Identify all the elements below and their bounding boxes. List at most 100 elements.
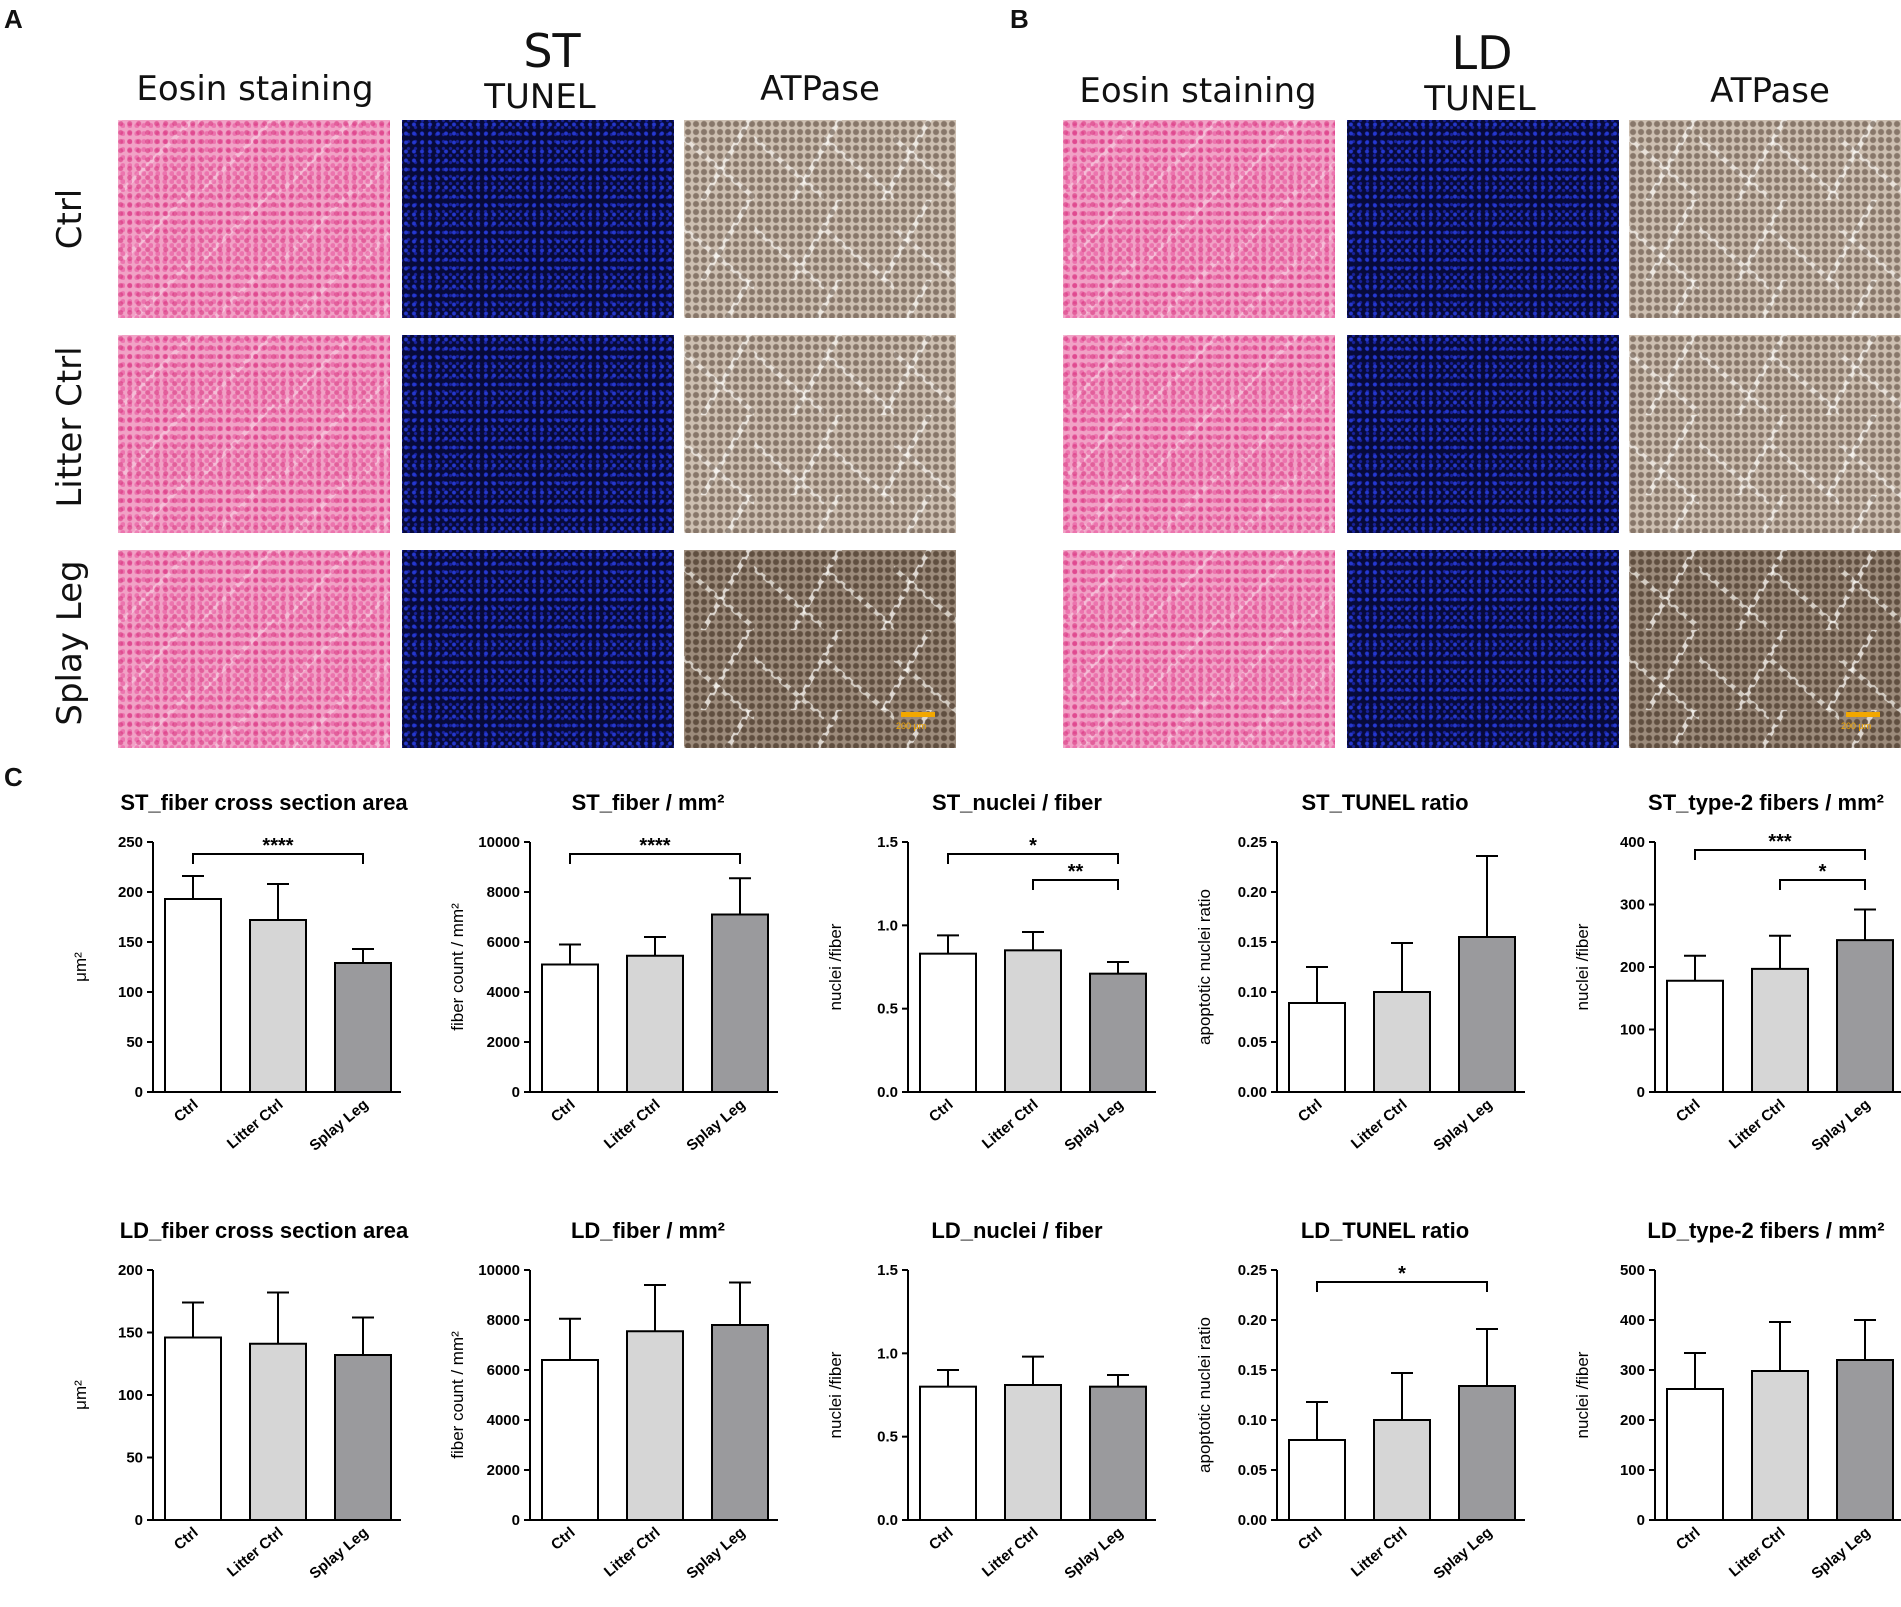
panel-label-b: B xyxy=(1010,4,1029,34)
bar-splay-leg xyxy=(334,962,392,1093)
significance-label: **** xyxy=(639,835,670,857)
y-tick-label: 250 xyxy=(118,834,143,851)
y-tick-label: 0.25 xyxy=(1238,1262,1267,1279)
panel-label-c: C xyxy=(4,762,23,792)
y-tick-label: 2000 xyxy=(487,1462,520,1479)
y-tick-label: 4000 xyxy=(487,1412,520,1429)
significance-bracket xyxy=(1694,849,1866,860)
x-tick-label: Splay Leg xyxy=(1430,1524,1495,1583)
x-tick-label: Ctrl xyxy=(926,1096,957,1126)
micrograph-ld-splay-leg-tunel xyxy=(1347,550,1619,748)
x-tick-label: Splay Leg xyxy=(683,1096,748,1155)
y-tick-label: 200 xyxy=(1620,1412,1645,1429)
significance-label: ** xyxy=(1068,861,1084,883)
y-tick-label: 0.25 xyxy=(1238,834,1267,851)
significance-label: *** xyxy=(1768,831,1792,853)
y-tick-label: 8000 xyxy=(487,884,520,901)
bar-ctrl xyxy=(1288,1439,1346,1521)
chart-title: ST_nuclei / fiber xyxy=(932,790,1102,815)
y-axis-label: nuclei /fiber xyxy=(1573,923,1592,1010)
y-tick-label: 0 xyxy=(512,1084,520,1101)
y-tick-label: 400 xyxy=(1620,834,1645,851)
y-tick-label: 0.20 xyxy=(1238,884,1267,901)
column-header-atpase-st: ATPase xyxy=(760,69,880,109)
x-tick-label: Litter Ctrl xyxy=(979,1096,1042,1152)
column-header-tunel-ld: TUNEL xyxy=(1424,79,1536,119)
chart-2: ST_fiber / mm² 0 2000 4000 6000 8000 10000 fibe… xyxy=(448,790,778,1155)
column-header-atpase-ld: ATPase xyxy=(1710,71,1830,111)
micrograph-ld-splay-leg-eosin xyxy=(1063,550,1335,748)
bar-splay-leg xyxy=(1836,1359,1894,1521)
micrograph-ld-litter-ctrl-atp xyxy=(1629,335,1901,533)
x-tick-label: Ctrl xyxy=(1673,1524,1704,1554)
y-tick-label: 0.15 xyxy=(1238,934,1267,951)
y-tick-label: 200 xyxy=(1620,959,1645,976)
y-tick-label: 150 xyxy=(118,934,143,951)
y-tick-label: 6000 xyxy=(487,934,520,951)
x-tick-label: Splay Leg xyxy=(683,1524,748,1583)
significance-label: * xyxy=(1819,861,1827,883)
significance-label: * xyxy=(1398,1263,1406,1285)
column-header-eosin-st: Eosin staining xyxy=(136,69,374,109)
x-tick-label: Splay Leg xyxy=(1061,1524,1126,1583)
x-tick-label: Litter Ctrl xyxy=(1726,1524,1789,1580)
x-tick-label: Ctrl xyxy=(1295,1096,1326,1126)
micrograph-ld-litter-ctrl-tunel xyxy=(1347,335,1619,533)
chart-title: ST_type-2 fibers / mm² xyxy=(1648,790,1884,815)
y-tick-label: 200 xyxy=(118,884,143,901)
micrograph-st-litter-ctrl-eosin xyxy=(118,335,390,533)
bar-ctrl xyxy=(541,963,599,1093)
y-tick-label: 8000 xyxy=(487,1312,520,1329)
chart-title: ST_TUNEL ratio xyxy=(1301,790,1468,815)
micrograph-ld-litter-ctrl-eosin xyxy=(1063,335,1335,533)
y-tick-label: 0.5 xyxy=(877,1001,898,1018)
micrograph-st-litter-ctrl-tunel xyxy=(402,335,674,533)
x-tick-label: Litter Ctrl xyxy=(1348,1096,1411,1152)
tissue-label-st: ST xyxy=(523,24,581,78)
bar-ctrl xyxy=(164,1336,222,1521)
bar-litter-ctrl xyxy=(1004,949,1062,1093)
y-tick-label: 4000 xyxy=(487,984,520,1001)
x-tick-label: Splay Leg xyxy=(306,1096,371,1155)
x-tick-label: Splay Leg xyxy=(1808,1096,1873,1155)
y-axis-label: fiber count / mm² xyxy=(448,1331,467,1459)
bar-splay-leg xyxy=(1089,972,1147,1094)
significance-label: **** xyxy=(262,835,293,857)
y-tick-label: 0 xyxy=(135,1084,143,1101)
y-tick-label: 300 xyxy=(1620,897,1645,914)
chart-title: LD_TUNEL ratio xyxy=(1301,1218,1469,1243)
y-tick-label: 0 xyxy=(1637,1084,1645,1101)
bar-ctrl xyxy=(541,1359,599,1521)
x-tick-label: Litter Ctrl xyxy=(1348,1524,1411,1580)
x-tick-label: Splay Leg xyxy=(1808,1524,1873,1583)
y-axis-label: nuclei /fiber xyxy=(1573,1351,1592,1438)
y-axis-label: μm² xyxy=(71,952,90,982)
y-tick-label: 500 xyxy=(1620,1262,1645,1279)
scale-bar-label-st: 200 μm xyxy=(896,721,927,731)
micrograph-st-ctrl-eosin xyxy=(118,120,390,318)
bar-ctrl xyxy=(1288,1002,1346,1093)
micrograph-st-ctrl-atp xyxy=(684,120,956,318)
bar-splay-leg xyxy=(711,913,769,1093)
bar-ctrl xyxy=(164,898,222,1093)
chart-5: ST_type-2 fibers / mm² 0 100 200 300 400 nucle… xyxy=(1573,790,1901,1155)
scale-bar-ld xyxy=(1846,712,1880,717)
bar-splay-leg xyxy=(1836,939,1894,1093)
y-tick-label: 0.05 xyxy=(1238,1034,1267,1051)
y-tick-label: 300 xyxy=(1620,1362,1645,1379)
bar-litter-ctrl xyxy=(626,1330,684,1521)
x-tick-label: Splay Leg xyxy=(306,1524,371,1583)
scale-bar-st xyxy=(901,712,935,717)
bar-splay-leg xyxy=(1458,1385,1516,1521)
bar-splay-leg xyxy=(334,1354,392,1521)
x-tick-label: Ctrl xyxy=(926,1524,957,1554)
significance-label: * xyxy=(1029,835,1037,857)
chart-title: LD_type-2 fibers / mm² xyxy=(1647,1218,1884,1243)
y-tick-label: 10000 xyxy=(478,1262,520,1279)
y-axis-label: apoptotic nuclei ratio xyxy=(1195,1317,1214,1473)
micrograph-ld-ctrl-atp xyxy=(1629,120,1901,318)
y-tick-label: 1.0 xyxy=(877,917,898,934)
chart-title: LD_fiber / mm² xyxy=(571,1218,725,1243)
x-tick-label: Splay Leg xyxy=(1061,1096,1126,1155)
